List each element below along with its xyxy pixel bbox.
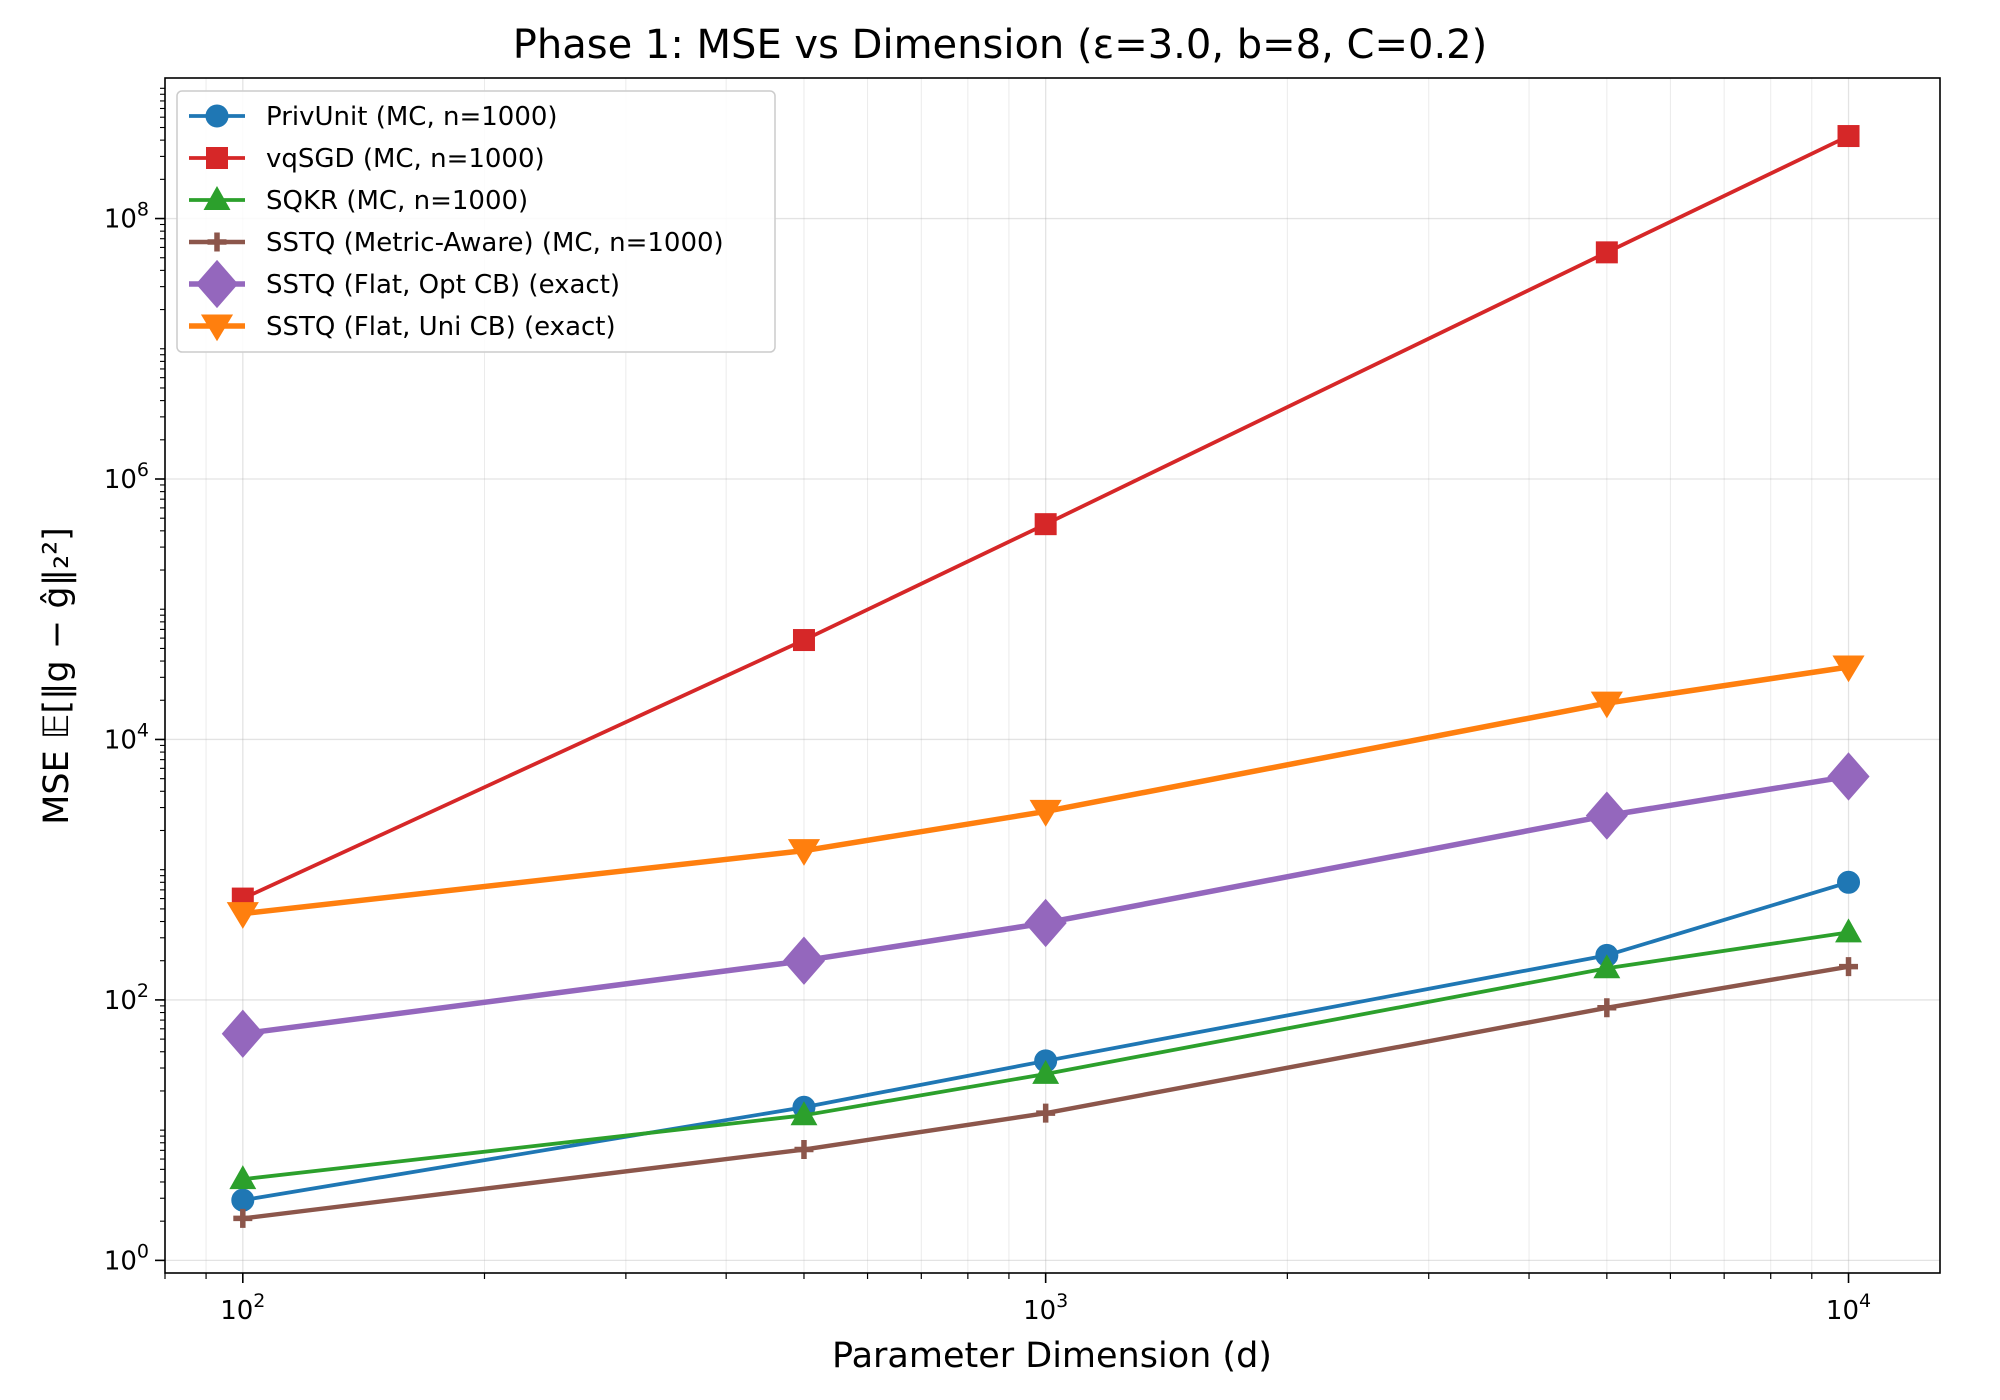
y-axis-label: MSE 𝔼[‖g − ĝ‖₂²] <box>37 527 77 825</box>
x-tick-label: 103 <box>1023 1290 1068 1326</box>
series-5 <box>221 752 1870 1058</box>
marker-square <box>1595 241 1618 264</box>
plot-frame <box>164 77 1941 1274</box>
marker-triangle-down <box>787 839 821 866</box>
x-axis-label: Parameter Dimension (d) <box>832 1336 1272 1376</box>
x-tick-label: 104 <box>1826 1290 1871 1326</box>
legend-entry-5: SSTQ (Flat, Opt CB) (exact) <box>189 259 620 309</box>
marker-triangle-down <box>1029 799 1062 827</box>
marker-square <box>792 629 815 652</box>
legend-label: SSTQ (Flat, Uni CB) (exact) <box>266 312 616 342</box>
marker-diamond <box>1585 791 1628 840</box>
marker-diamond <box>195 259 239 309</box>
y-tick-label: 102 <box>104 980 149 1016</box>
marker-triangle-up <box>203 185 231 210</box>
legend-entry-4: SSTQ (Metric-Aware) (MC, n=1000) <box>189 228 724 258</box>
marker-triangle-up <box>1032 1059 1060 1084</box>
marker-square <box>206 147 228 169</box>
y-tick-label: 106 <box>104 459 149 495</box>
marker-triangle-up <box>790 1101 818 1126</box>
axis-ticks: 102 103 104 100 102 104 106 108 <box>104 87 1871 1326</box>
marker-triangle-up <box>229 1165 257 1190</box>
legend-label: vqSGD (MC, n=1000) <box>266 144 545 174</box>
legend-label: PrivUnit (MC, n=1000) <box>266 102 558 132</box>
marker-plus <box>1036 1103 1056 1123</box>
marker-triangle-down <box>1832 655 1865 683</box>
marker-circle <box>205 104 229 128</box>
marker-diamond <box>782 936 826 985</box>
chart-title: Phase 1: MSE vs Dimension (ε=3.0, b=8, C… <box>513 22 1487 68</box>
legend-entry-1: PrivUnit (MC, n=1000) <box>189 102 558 132</box>
x-tick-label: 102 <box>220 1290 265 1326</box>
series-2 <box>231 125 1860 910</box>
y-tick-label: 108 <box>104 199 149 235</box>
series-6 <box>226 655 1865 929</box>
legend-entry-2: vqSGD (MC, n=1000) <box>189 144 545 174</box>
legend-box <box>176 90 776 353</box>
legend-label: SSTQ (Metric-Aware) (MC, n=1000) <box>266 228 724 258</box>
marker-triangle-down <box>200 314 234 342</box>
marker-square <box>1837 125 1860 148</box>
marker-diamond <box>1024 898 1067 948</box>
series-4 <box>233 957 1859 1228</box>
marker-triangle-down <box>226 902 259 929</box>
marker-diamond <box>1827 752 1870 801</box>
marker-plus <box>233 1208 253 1228</box>
marker-plus <box>207 232 227 252</box>
marker-square <box>1034 513 1057 536</box>
legend-entry-6: SSTQ (Flat, Uni CB) (exact) <box>189 312 616 342</box>
marker-plus <box>1597 998 1617 1018</box>
marker-circle <box>231 1188 255 1212</box>
marker-triangle-up <box>1593 954 1621 979</box>
marker-diamond <box>221 1009 264 1058</box>
legend-entry-3: SQKR (MC, n=1000) <box>189 185 528 216</box>
marker-triangle-up <box>1835 918 1862 943</box>
y-tick-label: 104 <box>104 719 149 755</box>
legend: PrivUnit (MC, n=1000) vqSGD (MC, n=1000) S… <box>176 90 776 353</box>
marker-triangle-down <box>1590 691 1623 719</box>
legend-label: SSTQ (Flat, Opt CB) (exact) <box>266 270 620 300</box>
series-layer <box>221 125 1870 1228</box>
legend-label: SQKR (MC, n=1000) <box>266 186 528 216</box>
marker-plus <box>1839 957 1859 977</box>
marker-circle <box>1837 870 1861 894</box>
marker-plus <box>794 1140 814 1160</box>
y-tick-label: 100 <box>104 1240 149 1276</box>
series-3 <box>229 918 1862 1190</box>
